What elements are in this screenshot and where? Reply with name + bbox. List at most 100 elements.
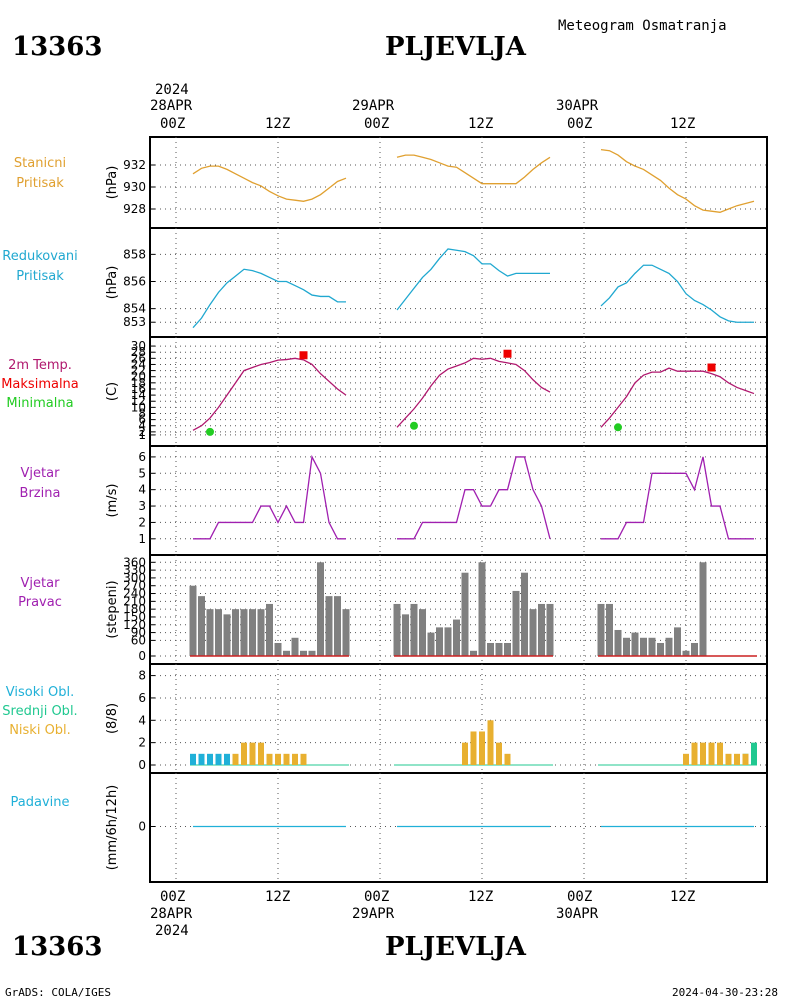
y-tick-label: 150 [123,610,146,624]
y-tick-label: 28 [131,345,146,359]
panel-frame [149,336,768,447]
direction-bar [453,619,460,656]
direction-bar [266,603,273,656]
direction-bar [300,650,307,656]
cloud-bar [232,753,239,765]
panel-label: Minimalna [6,396,73,411]
direction-bar [410,603,418,656]
panel-label: Vjetar [21,466,61,481]
panel-frame [149,445,768,556]
y-tick-label: 1 [138,428,146,442]
panel-label: Brzina [20,486,61,501]
bottom-hour-4: 12Z [468,889,493,905]
tmax-marker [299,351,308,360]
bottom-hour-6: 12Z [670,889,695,905]
y-unit-label: (stepeni) [105,580,120,638]
y-tick-label: 14 [131,388,146,402]
direction-bar [436,627,443,656]
bottom-hour-1: 00Z [160,889,185,905]
y-tick-label: 932 [123,158,146,172]
series-line [192,268,346,329]
y-tick-label: 5 [138,466,146,480]
panel-label: Niski Obl. [9,723,71,738]
top-day-3: 30APR [556,98,599,114]
direction-bar [283,650,290,656]
station-name-top: PLJEVLJA [385,32,527,62]
y-tick-label: 2 [138,515,146,529]
direction-bar [427,632,435,656]
tmin-marker [614,423,622,432]
y-tick-label: 180 [123,602,146,616]
cloud-bar [241,742,247,765]
y-tick-label: 854 [123,302,146,316]
direction-bar [393,603,401,656]
direction-bar [529,609,537,656]
y-tick-label: 60 [131,633,146,647]
direction-bar [317,562,324,656]
panel-label: Pravac [18,595,62,610]
direction-bar [538,603,545,656]
panel-label: 2m Temp. [8,358,72,373]
panel-label: Pritisak [16,176,64,191]
y-unit-label: (C) [105,382,120,401]
tmax-marker [707,363,716,372]
y-tick-label: 120 [123,618,146,632]
chart-subtitle: Meteogram Osmatranja [558,18,727,34]
direction-bar [334,596,341,656]
series-line [397,456,551,540]
y-tick-label: 18 [131,376,146,390]
y-tick-label: 4 [138,419,146,433]
top-hour-4: 12Z [468,116,493,132]
series-line [600,264,754,323]
panel-label: Stanicni [14,156,66,171]
series-line [192,357,347,431]
bottom-year: 2024 [155,923,189,939]
y-tick-label: 22 [131,364,146,378]
top-hour-2: 12Z [265,116,290,132]
station-name-bottom: PLJEVLJA [385,932,527,962]
bottom-day-3: 30APR [556,906,599,922]
direction-bar [215,609,222,656]
cloud-bar [249,742,256,765]
direction-bar [198,596,205,656]
direction-bar [325,596,333,656]
direction-bar [648,637,656,656]
cloud-bar [496,742,502,765]
direction-bar [512,590,520,656]
y-tick-label: 858 [123,247,146,261]
y-tick-label: 12 [131,394,146,408]
direction-bar [308,650,316,656]
y-tick-label: 0 [138,820,146,834]
direction-bar [640,637,647,656]
direction-bar [402,614,409,656]
series-line [396,248,550,311]
y-tick-label: 16 [131,382,146,396]
direction-bar [699,562,707,656]
direction-bar [606,603,613,656]
cloud-bar [300,753,307,765]
y-tick-label: 330 [123,563,146,577]
direction-bar [657,642,664,656]
station-id-bottom: 13363 [12,932,102,962]
direction-bar [682,650,690,656]
footer-timestamp: 2024-04-30-23:28 [672,986,778,999]
panel-frame [149,227,768,338]
direction-bar [614,629,622,656]
bottom-hour-5: 00Z [567,889,592,905]
cloud-bar [470,731,477,765]
y-tick-label: 0 [138,649,146,663]
panel-label: Pritisak [16,269,64,284]
tmax-marker [503,349,512,358]
y-tick-label: 8 [138,406,146,420]
direction-bar [342,609,350,656]
cloud-bar [479,731,485,765]
direction-bar [487,642,494,656]
direction-bar [223,614,231,656]
y-tick-label: 300 [123,571,146,585]
tmin-marker [410,421,418,430]
cloud-bar [462,742,468,765]
cloud-bar [751,742,757,765]
